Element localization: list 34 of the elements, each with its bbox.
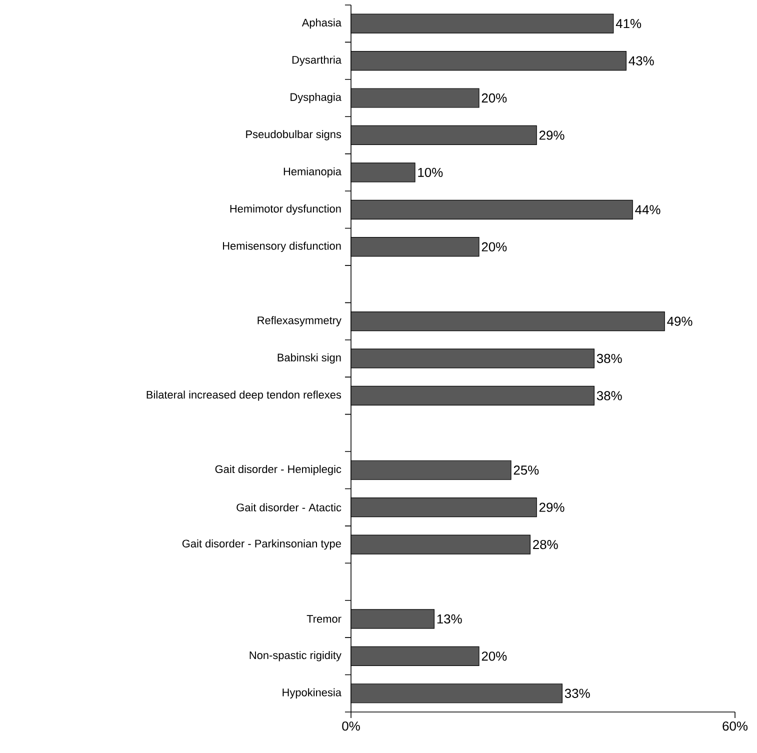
x-tick-label: 0% [342, 722, 360, 731]
data-label: 38% [596, 391, 622, 400]
y-tick-label: Gait disorder - Hemiplegic [215, 465, 342, 476]
data-label: 25% [514, 466, 539, 475]
data-label: 29% [539, 502, 564, 512]
y-tick-label: Non-spastic rigidity [250, 651, 342, 662]
data-label: 44% [635, 205, 660, 214]
data-label: 49% [667, 316, 692, 326]
y-tick-label: Dysphagia [290, 92, 342, 104]
data-label: 20% [482, 652, 507, 661]
y-tick-label: Dysarthria [292, 56, 342, 66]
y-tick-label: Aphasia [302, 18, 342, 29]
y-tick-label: Bilateral increased deep tendon reflexes [146, 390, 342, 401]
data-label: 20% [482, 93, 507, 103]
y-tick-label: Hemianopia [284, 167, 342, 178]
y-tick-label: Hypokinesia [282, 688, 342, 698]
data-label: 41% [616, 19, 642, 28]
y-tick-label: Reflexasymmetry [258, 316, 342, 326]
data-label: 29% [539, 130, 564, 140]
y-tick-label: Hemimotor dysfunction [230, 204, 341, 215]
data-label: 28% [533, 540, 558, 550]
y-tick-label: Gait disorder - Parkinsonian type [182, 539, 341, 550]
y-tick-label: Hemisensory disfunction [223, 242, 341, 252]
y-tick-label: Pseudobulbar signs [246, 130, 342, 140]
data-label: 43% [628, 56, 654, 66]
data-label: 13% [437, 614, 462, 624]
data-label: 33% [564, 688, 590, 698]
y-tick-label: Tremor [306, 615, 342, 623]
y-tick-label: Babinski sign [278, 353, 341, 364]
x-tick-label: 60% [722, 722, 748, 731]
y-tick-label: Gait disorder - Atactic [236, 503, 342, 512]
data-label: 38% [596, 354, 622, 364]
data-label: 10% [418, 168, 443, 178]
data-label: 20% [482, 242, 507, 252]
